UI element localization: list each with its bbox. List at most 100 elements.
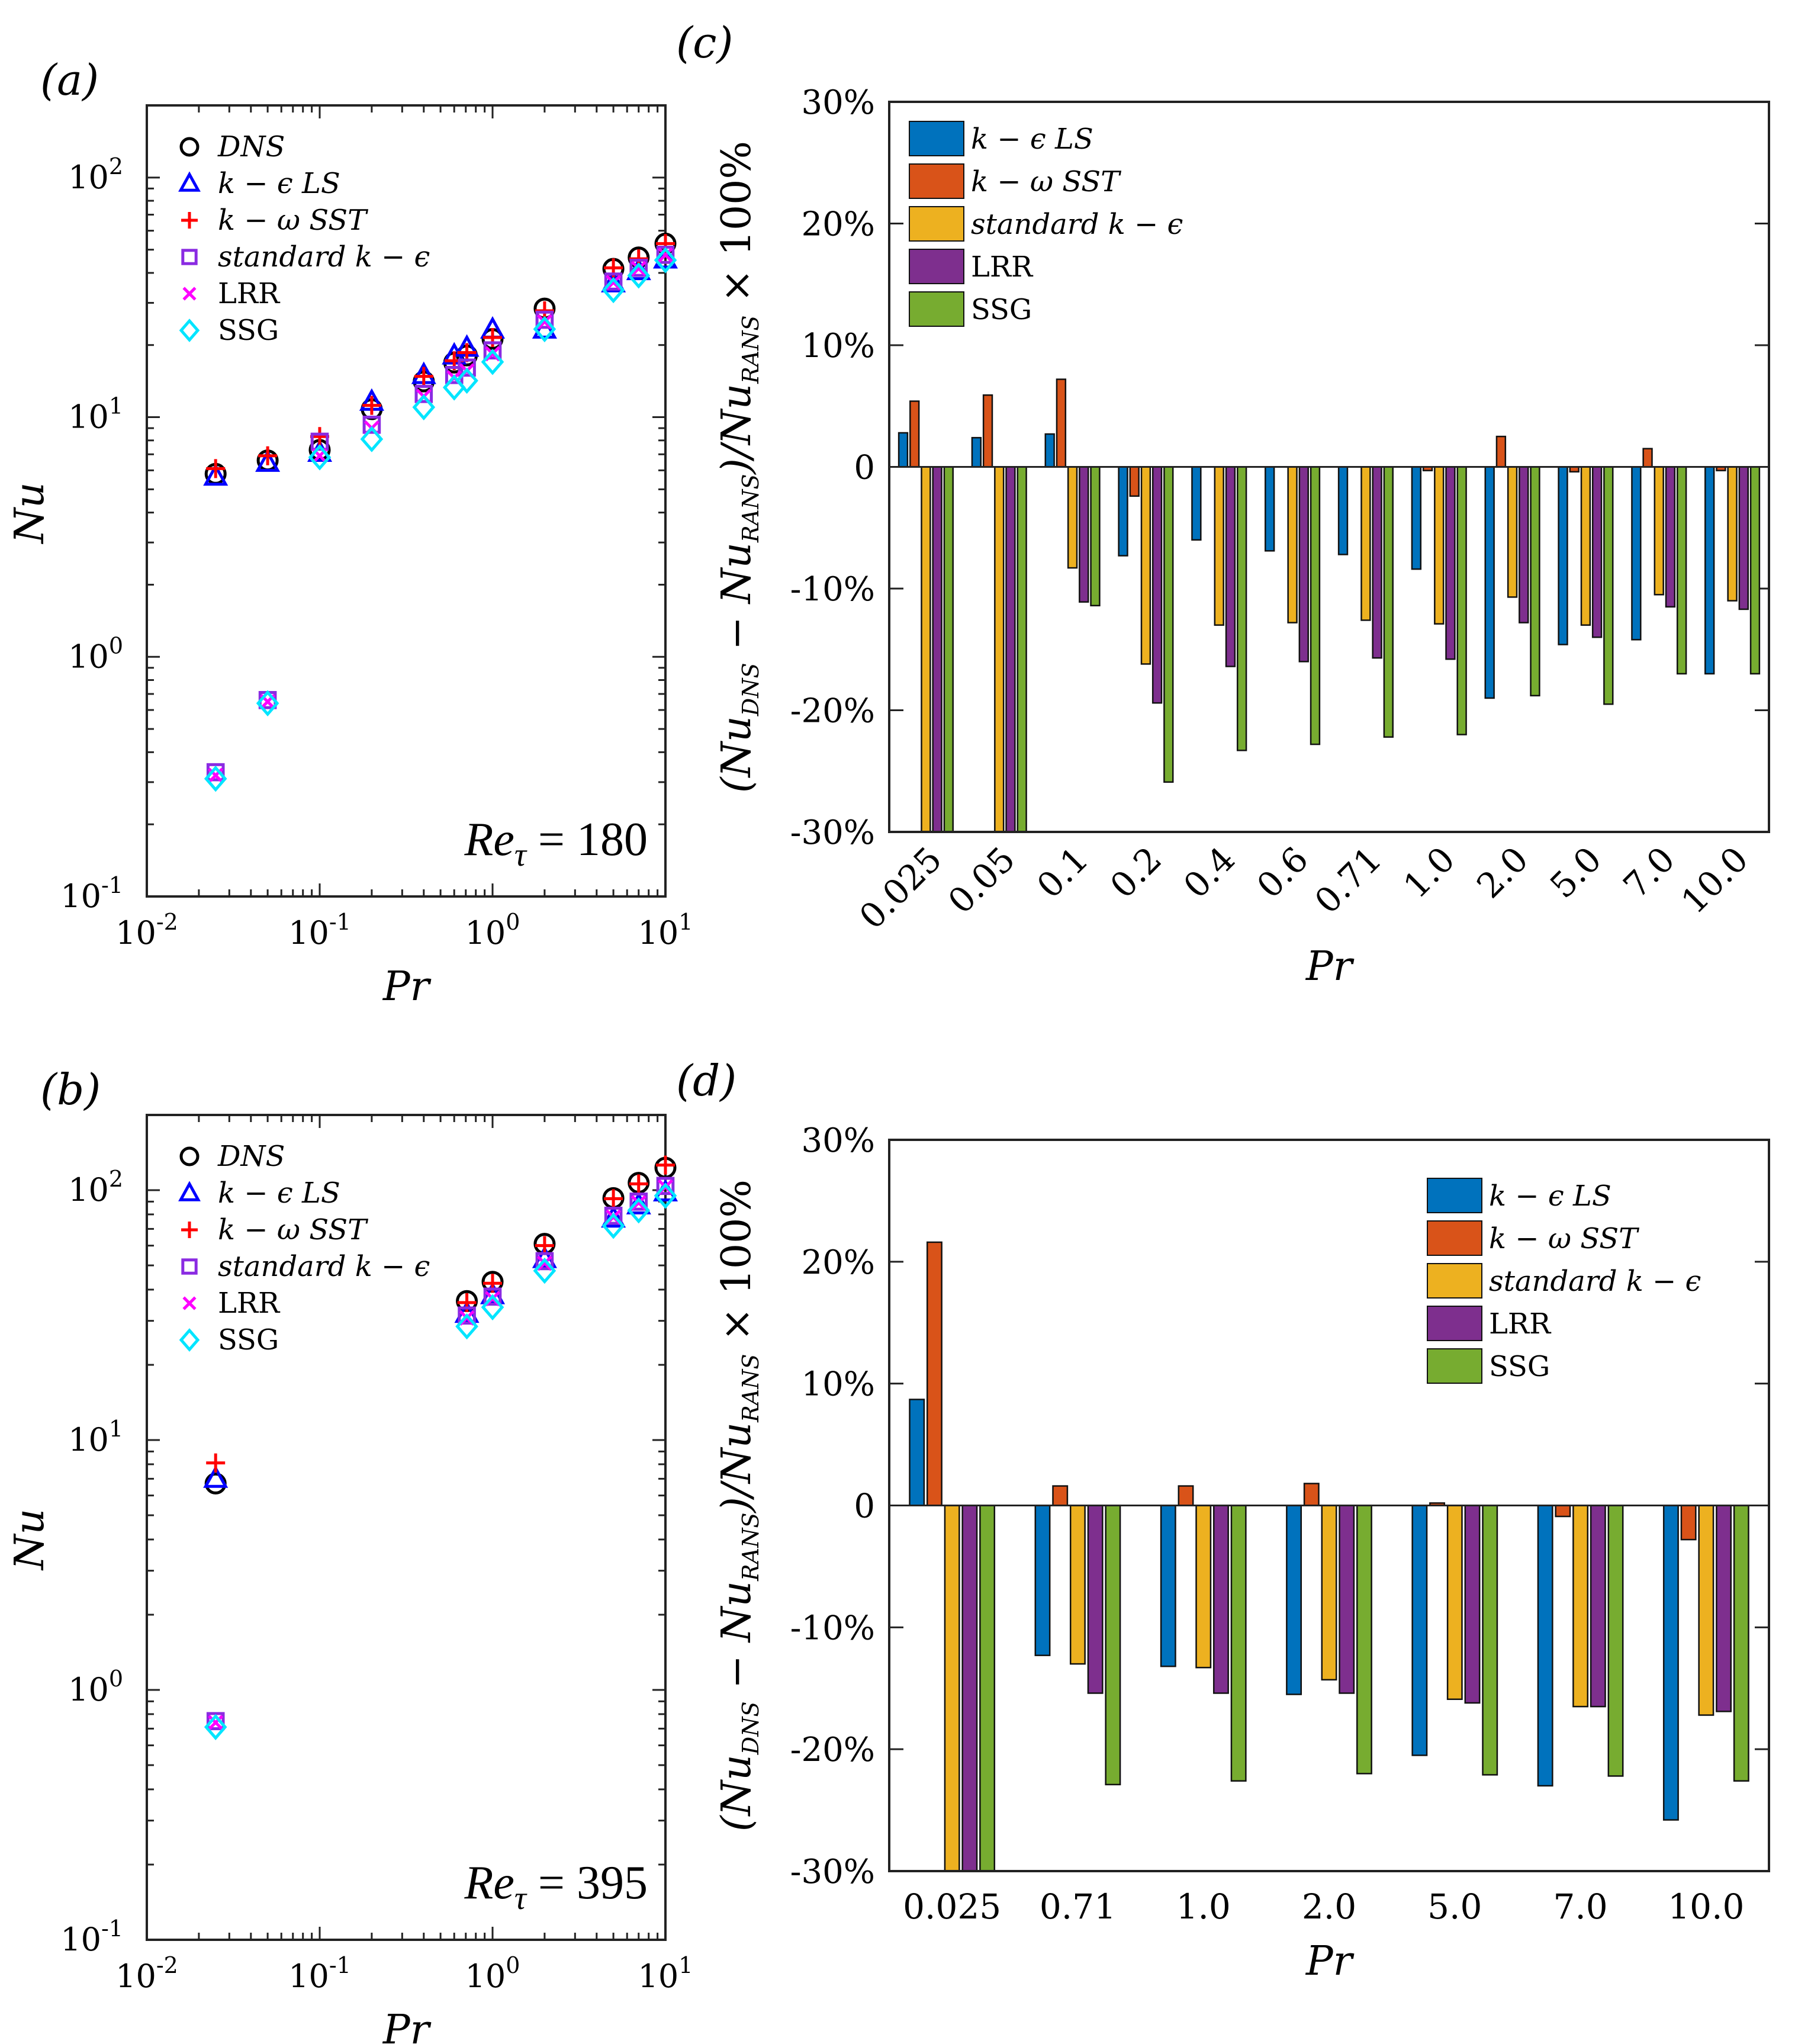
x-tick-label-3-exp: 1 [678, 1952, 693, 1978]
data-point [604, 1189, 623, 1209]
y-tick-label-0: -30% [790, 1853, 875, 1891]
legend-swatch [1427, 1178, 1482, 1213]
bar [1603, 466, 1614, 705]
bar [1446, 1505, 1463, 1701]
legend-swatch [909, 121, 964, 156]
y-axis-label: (NuDNS − NuRANS)/NuRANS × 100% [713, 141, 764, 793]
x-tick-label-2-base: 10 [465, 914, 506, 952]
series-2 [206, 234, 675, 478]
y-tick-label-4: 10% [802, 327, 875, 365]
y-tick-label-0: 10-1 [60, 1916, 123, 1958]
bar [1129, 466, 1140, 497]
data-point [206, 1453, 226, 1473]
legend-swatch [1427, 1220, 1482, 1256]
bar [1303, 1483, 1320, 1506]
y-tick-label-4: 10% [802, 1365, 875, 1404]
x-tick-label-3: 101 [638, 909, 693, 952]
bar [1530, 466, 1540, 697]
legend-marker [181, 212, 198, 229]
bar [926, 1241, 943, 1506]
y-axis-label: (NuDNS − NuRANS)/NuRANS × 100% [713, 1180, 764, 1831]
x-tick-label-1-base: 10 [288, 1958, 329, 1995]
bar [1298, 466, 1309, 663]
bar [1005, 466, 1016, 833]
bar [1642, 448, 1653, 468]
bar [1411, 466, 1422, 570]
bar [1434, 466, 1445, 625]
legend-label: LRR [971, 250, 1034, 284]
y-axis-label-part: (Nu [713, 1754, 760, 1831]
y-axis-label: Nu [7, 482, 53, 544]
bar [1537, 1505, 1553, 1787]
legend-label: k − ω SST [1489, 1222, 1639, 1255]
x-tick-label-0: 10-2 [115, 909, 178, 952]
bar [1519, 466, 1529, 624]
bar [898, 432, 909, 468]
data-point [629, 1174, 648, 1194]
series-5 [204, 1182, 677, 1740]
legend-marker [179, 319, 200, 342]
bar [1572, 1505, 1589, 1708]
legend-label: DNS [217, 1140, 285, 1173]
bar [1140, 466, 1151, 665]
data-point [658, 247, 673, 263]
x-tick-label-3-exp: 1 [678, 909, 693, 935]
bar [1118, 466, 1128, 557]
bar [961, 1505, 978, 1872]
bar [1495, 435, 1507, 468]
y-tick-label-3-exp: 2 [109, 153, 123, 179]
x-tick-label-0-base: 10 [115, 1958, 156, 1995]
data-point [204, 1714, 227, 1740]
legend-label: k − ϵ LS [971, 123, 1093, 156]
data-point [656, 1177, 675, 1195]
bar [971, 436, 982, 468]
bar [1558, 466, 1568, 645]
y-tick-label-0-base: 10 [60, 1921, 101, 1958]
y-axis-label-part: (Nu [713, 716, 760, 793]
y-tick-label-0-exp: -1 [101, 872, 123, 898]
plot-frame [888, 1139, 1770, 1872]
data-point [606, 275, 622, 290]
x-tick-label-2: 100 [465, 1952, 520, 1995]
bar [1555, 1505, 1571, 1518]
y-tick-label-1-base: 10 [68, 638, 109, 675]
data-point [627, 1197, 651, 1224]
y-tick-label-2: 101 [68, 1416, 123, 1458]
legend-marker [182, 287, 197, 301]
data-point [536, 1255, 552, 1271]
re-annotation: Reτ = 395 [464, 1857, 648, 1917]
y-tick-label-3-base: 10 [68, 1171, 109, 1209]
y-tick-label-5: 20% [802, 205, 875, 244]
data-point [204, 765, 227, 792]
bar [1654, 466, 1664, 596]
legend: k − ϵ LS k − ω SST standard k − ϵ LRR SSG [909, 121, 1183, 327]
y-tick-label-1-base: 10 [68, 1671, 109, 1708]
x-tick-label-0: 10-2 [115, 1952, 178, 1995]
bar [1662, 1505, 1679, 1821]
y-tick-label-2: -10% [790, 570, 875, 609]
data-point [483, 341, 502, 360]
series-4 [208, 1179, 673, 1731]
legend-marker [181, 249, 198, 265]
bar [1590, 1505, 1606, 1708]
bar [1310, 466, 1321, 745]
data-point [601, 269, 626, 293]
bar [1591, 466, 1603, 638]
legend-marker [181, 1222, 198, 1238]
data-point [629, 1193, 648, 1211]
bar [1727, 466, 1738, 602]
bar [1056, 378, 1067, 468]
bar [921, 466, 931, 833]
bar [1607, 1505, 1624, 1777]
bar [1225, 466, 1236, 667]
y-tick-label-0-exp: -1 [101, 1916, 123, 1942]
bar [1069, 1505, 1086, 1665]
data-point [458, 358, 476, 377]
y-tick-label-6: 30% [802, 83, 875, 122]
y-tick-label-0-base: 10 [60, 878, 101, 915]
data-point [535, 1252, 554, 1271]
bar [1484, 466, 1495, 699]
